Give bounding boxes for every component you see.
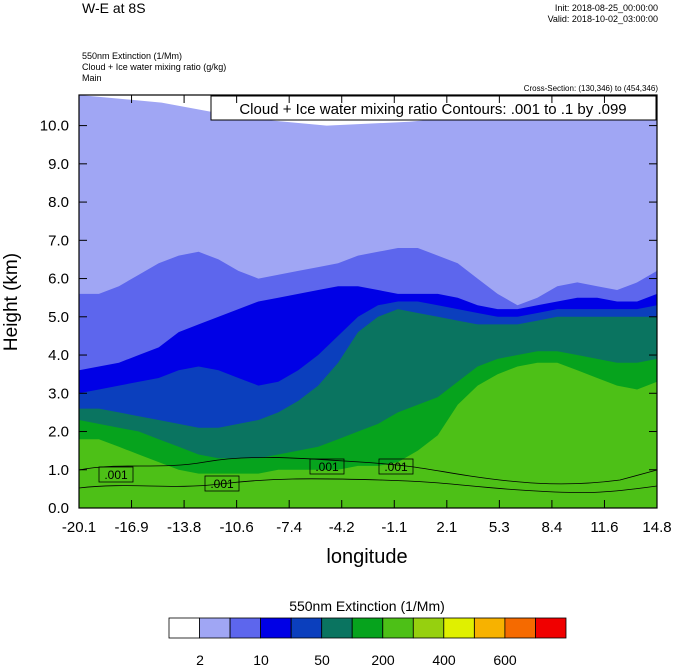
cross-section-label: Cross-Section: (130,346) to (454,346) [523, 84, 658, 93]
figure-title: W-E at 8S [82, 0, 146, 16]
x-axis-label: longitude [326, 546, 407, 568]
colorbar-swatch [351, 617, 384, 639]
y-tick-label: 10.0 [40, 118, 69, 135]
colorbar-swatch [229, 617, 262, 639]
y-tick-label: 7.0 [48, 232, 69, 249]
colorbar-label: 50 [314, 652, 330, 667]
y-axis: 0.0 1.0 2.0 3.0 4.0 5.0 6.0 7.0 8.0 9.0 10.0 [40, 118, 657, 517]
colorbar-swatch [443, 617, 475, 639]
svg-text:.001: .001 [315, 460, 339, 474]
svg-text:.001: .001 [210, 477, 234, 491]
x-tick-label: -10.6 [220, 519, 254, 536]
colorbar-label: 10 [253, 652, 269, 667]
colorbar: 2 10 50 200 400 600 [168, 617, 567, 667]
x-tick-label: -13.8 [167, 519, 201, 536]
x-tick-label: 5.3 [489, 519, 510, 536]
contour-line [79, 478, 657, 494]
contour-label: .001 [378, 458, 414, 475]
init-time: Init: 2018-08-25_00:00:00 [554, 3, 658, 13]
colorbar-swatch [290, 617, 323, 639]
extinction-band-1000 [79, 362, 657, 508]
x-tick-label: -1.1 [381, 519, 407, 536]
y-tick-label: 4.0 [48, 347, 69, 364]
y-tick-label: 5.0 [48, 309, 69, 326]
svg-text:.001: .001 [104, 468, 128, 482]
x-tick-label: -7.4 [276, 519, 302, 536]
plot-area: .001 .001 .001 .001 [79, 95, 657, 508]
svg-text:.001: .001 [384, 460, 408, 474]
colorbar-swatch [382, 617, 414, 639]
colorbar-title: 550nm Extinction (1/Mm) [289, 598, 445, 614]
variable-extinction: 550nm Extinction (1/Mm) [82, 51, 183, 61]
contour-line [79, 457, 657, 485]
y-tick-label: 9.0 [48, 156, 69, 173]
y-tick-label: 8.0 [48, 194, 69, 211]
colorbar-swatch [535, 617, 567, 639]
x-tick-label: -16.9 [114, 519, 148, 536]
colorbar-swatch [260, 617, 292, 639]
x-tick-label: 14.8 [642, 519, 671, 536]
y-tick-label: 2.0 [48, 424, 69, 441]
x-tick-label: 2.1 [436, 519, 457, 536]
y-tick-label: 1.0 [48, 462, 69, 479]
variable-mixing-ratio: Cloud + Ice water mixing ratio (g/kg) [82, 62, 227, 72]
contour-title: Cloud + Ice water mixing ratio Contours:… [239, 101, 626, 118]
contour-label: .001 [309, 458, 345, 475]
x-axis: -20.1 -16.9 -13.8 -10.6 -7.4 -4.2 -1.1 2.1 5.3 8.… [62, 95, 672, 536]
x-tick-label: -20.1 [62, 519, 96, 536]
colorbar-label: 400 [432, 652, 456, 667]
plot-frame [78, 94, 658, 509]
contour-title-box: Cloud + Ice water mixing ratio Contours:… [210, 95, 657, 121]
x-tick-label: 8.4 [541, 519, 562, 536]
colorbar-label: 2 [196, 652, 204, 667]
x-tick-label: -4.2 [329, 519, 355, 536]
colorbar-label: 200 [371, 652, 395, 667]
y-tick-label: 0.0 [48, 500, 69, 517]
colorbar-swatch [199, 617, 231, 639]
contour-label: .001 [98, 466, 134, 483]
colorbar-swatch [321, 617, 353, 639]
colorbar-swatch [504, 617, 536, 639]
y-tick-label: 3.0 [48, 385, 69, 402]
valid-time: Valid: 2018-10-02_03:00:00 [547, 14, 658, 24]
x-tick-label: 11.6 [590, 519, 618, 536]
colorbar-swatch [473, 617, 506, 639]
y-axis-label: Height (km) [1, 253, 22, 351]
colorbar-label: 600 [493, 652, 517, 667]
contour-label: .001 [204, 475, 240, 492]
variable-domain: Main [82, 73, 102, 83]
colorbar-swatch [168, 617, 200, 639]
colorbar-swatch [412, 617, 445, 639]
y-tick-label: 6.0 [48, 271, 69, 288]
